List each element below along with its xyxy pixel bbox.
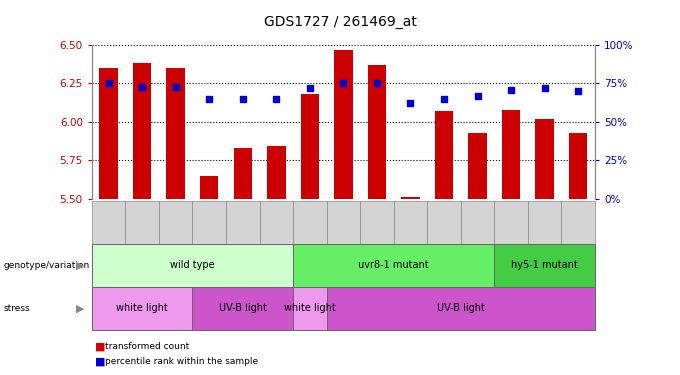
Bar [133, 63, 152, 199]
Text: ▶: ▶ [76, 260, 84, 270]
Point [439, 96, 449, 102]
Text: hy5-1 mutant: hy5-1 mutant [511, 260, 578, 270]
Point [338, 81, 349, 87]
Bar [535, 119, 554, 199]
Point [506, 87, 517, 93]
Bar [435, 111, 454, 199]
Text: ■: ■ [95, 357, 105, 367]
Point [170, 84, 181, 90]
Text: uvr8-1 mutant: uvr8-1 mutant [358, 260, 429, 270]
Text: UV-B light: UV-B light [437, 303, 485, 313]
Text: GDS1727 / 261469_at: GDS1727 / 261469_at [264, 15, 416, 29]
Bar [368, 65, 386, 199]
Point [237, 96, 248, 102]
Bar [99, 68, 118, 199]
Bar [502, 110, 520, 199]
Bar [569, 133, 588, 199]
Bar [167, 68, 185, 199]
Point [371, 81, 382, 87]
Text: transformed count: transformed count [105, 342, 190, 351]
Text: ▶: ▶ [76, 303, 84, 313]
Text: UV-B light: UV-B light [219, 303, 267, 313]
Bar [334, 50, 353, 199]
Bar [233, 148, 252, 199]
Text: genotype/variation: genotype/variation [3, 261, 90, 270]
Point [539, 85, 550, 91]
Point [305, 85, 316, 91]
Bar [267, 147, 286, 199]
Point [405, 100, 416, 106]
Point [137, 84, 148, 90]
Bar [301, 94, 319, 199]
Text: percentile rank within the sample: percentile rank within the sample [105, 357, 258, 366]
Bar [469, 133, 487, 199]
Text: stress: stress [3, 304, 30, 313]
Text: wild type: wild type [170, 260, 215, 270]
Text: white light: white light [284, 303, 336, 313]
Text: ■: ■ [95, 342, 105, 352]
Point [472, 93, 483, 99]
Bar [200, 176, 218, 199]
Point [103, 81, 114, 87]
Point [204, 96, 215, 102]
Point [573, 88, 583, 94]
Bar [401, 197, 420, 199]
Text: white light: white light [116, 303, 168, 313]
Point [271, 96, 282, 102]
